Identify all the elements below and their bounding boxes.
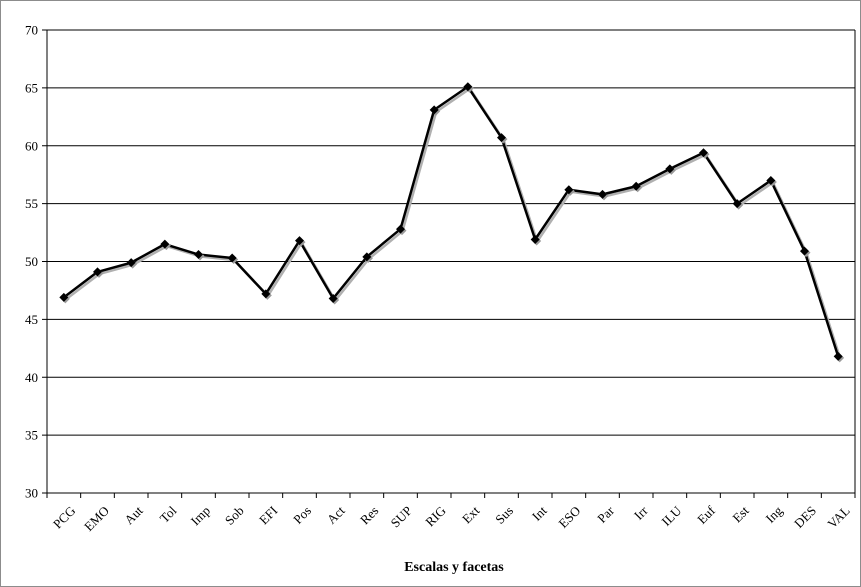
data-point [194, 250, 203, 260]
data-point [328, 294, 338, 304]
data-point [227, 253, 237, 263]
y-tick-label: 55 [25, 196, 38, 211]
x-tick-label: ESO [555, 503, 583, 531]
data-point [699, 148, 708, 158]
data-point [665, 164, 675, 174]
data-point [800, 246, 809, 256]
data-point [732, 199, 742, 209]
x-tick-label: PCG [50, 503, 78, 531]
data-point [497, 133, 506, 143]
gridlines [47, 29, 855, 436]
y-tick-label: 35 [25, 428, 38, 443]
x-tick-label: RIG [422, 503, 448, 529]
axes [42, 29, 856, 498]
x-tick-label: Euf [694, 502, 718, 526]
x-tick-label: Irr [631, 502, 651, 522]
data-point [396, 224, 405, 234]
series-shadow [65, 87, 842, 359]
data-point [631, 181, 641, 191]
data-point [93, 267, 102, 277]
data-point [261, 289, 271, 299]
x-axis-title: Escalas y facetas [404, 560, 504, 575]
x-tick-label: Ing [763, 503, 786, 526]
x-tick-label: Imp [188, 503, 213, 528]
y-tick-label: 60 [25, 138, 38, 153]
series-line [63, 85, 842, 359]
x-tick-label: Par [594, 502, 617, 525]
data-point [530, 235, 540, 245]
x-tick-labels: PCG EMO Aut Tol Imp Sob EFI Pos Act Res SUP RIG Ext S… [50, 502, 853, 534]
y-tick-label: 30 [25, 486, 38, 501]
y-tick-label: 70 [25, 23, 38, 38]
data-point [429, 105, 439, 115]
x-tick-label: SUP [388, 503, 415, 530]
x-tick-label: ILU [658, 503, 684, 529]
data-point [295, 236, 304, 246]
x-tick-label: Res [357, 503, 381, 527]
y-tick-label: 65 [25, 80, 38, 95]
data-point [160, 239, 170, 249]
x-tick-label: Ext [459, 503, 483, 527]
x-tick-label: Act [324, 503, 348, 527]
data-point [598, 189, 607, 199]
data-point [564, 185, 574, 195]
data-point [833, 351, 843, 361]
x-tick-label: EFI [256, 503, 280, 527]
data-point [362, 252, 372, 262]
y-tick-label: 50 [25, 254, 38, 269]
series-line-0 [63, 85, 840, 357]
y-tick-label: 40 [25, 370, 38, 385]
x-tick-label: VAL [824, 503, 852, 531]
x-tick-label: Sob [222, 503, 247, 528]
x-tick-label: Est [729, 503, 752, 526]
x-tick-label: Aut [121, 503, 146, 528]
data-point [126, 258, 136, 268]
data-point [463, 82, 473, 92]
data-point [766, 175, 776, 185]
x-tick-label: DES [791, 503, 819, 531]
data-point [59, 292, 69, 302]
x-tick-label: Tol [157, 503, 180, 526]
x-tick-label: Sus [492, 503, 516, 527]
x-tick-label: EMO [81, 503, 112, 534]
x-tick-label: Pos [290, 503, 314, 527]
data-markers [59, 82, 845, 363]
y-tick-label: 45 [25, 312, 38, 327]
y-tick-labels: 30 35 40 45 50 55 60 65 70 [25, 23, 38, 501]
x-tick-label: Int [529, 503, 550, 524]
